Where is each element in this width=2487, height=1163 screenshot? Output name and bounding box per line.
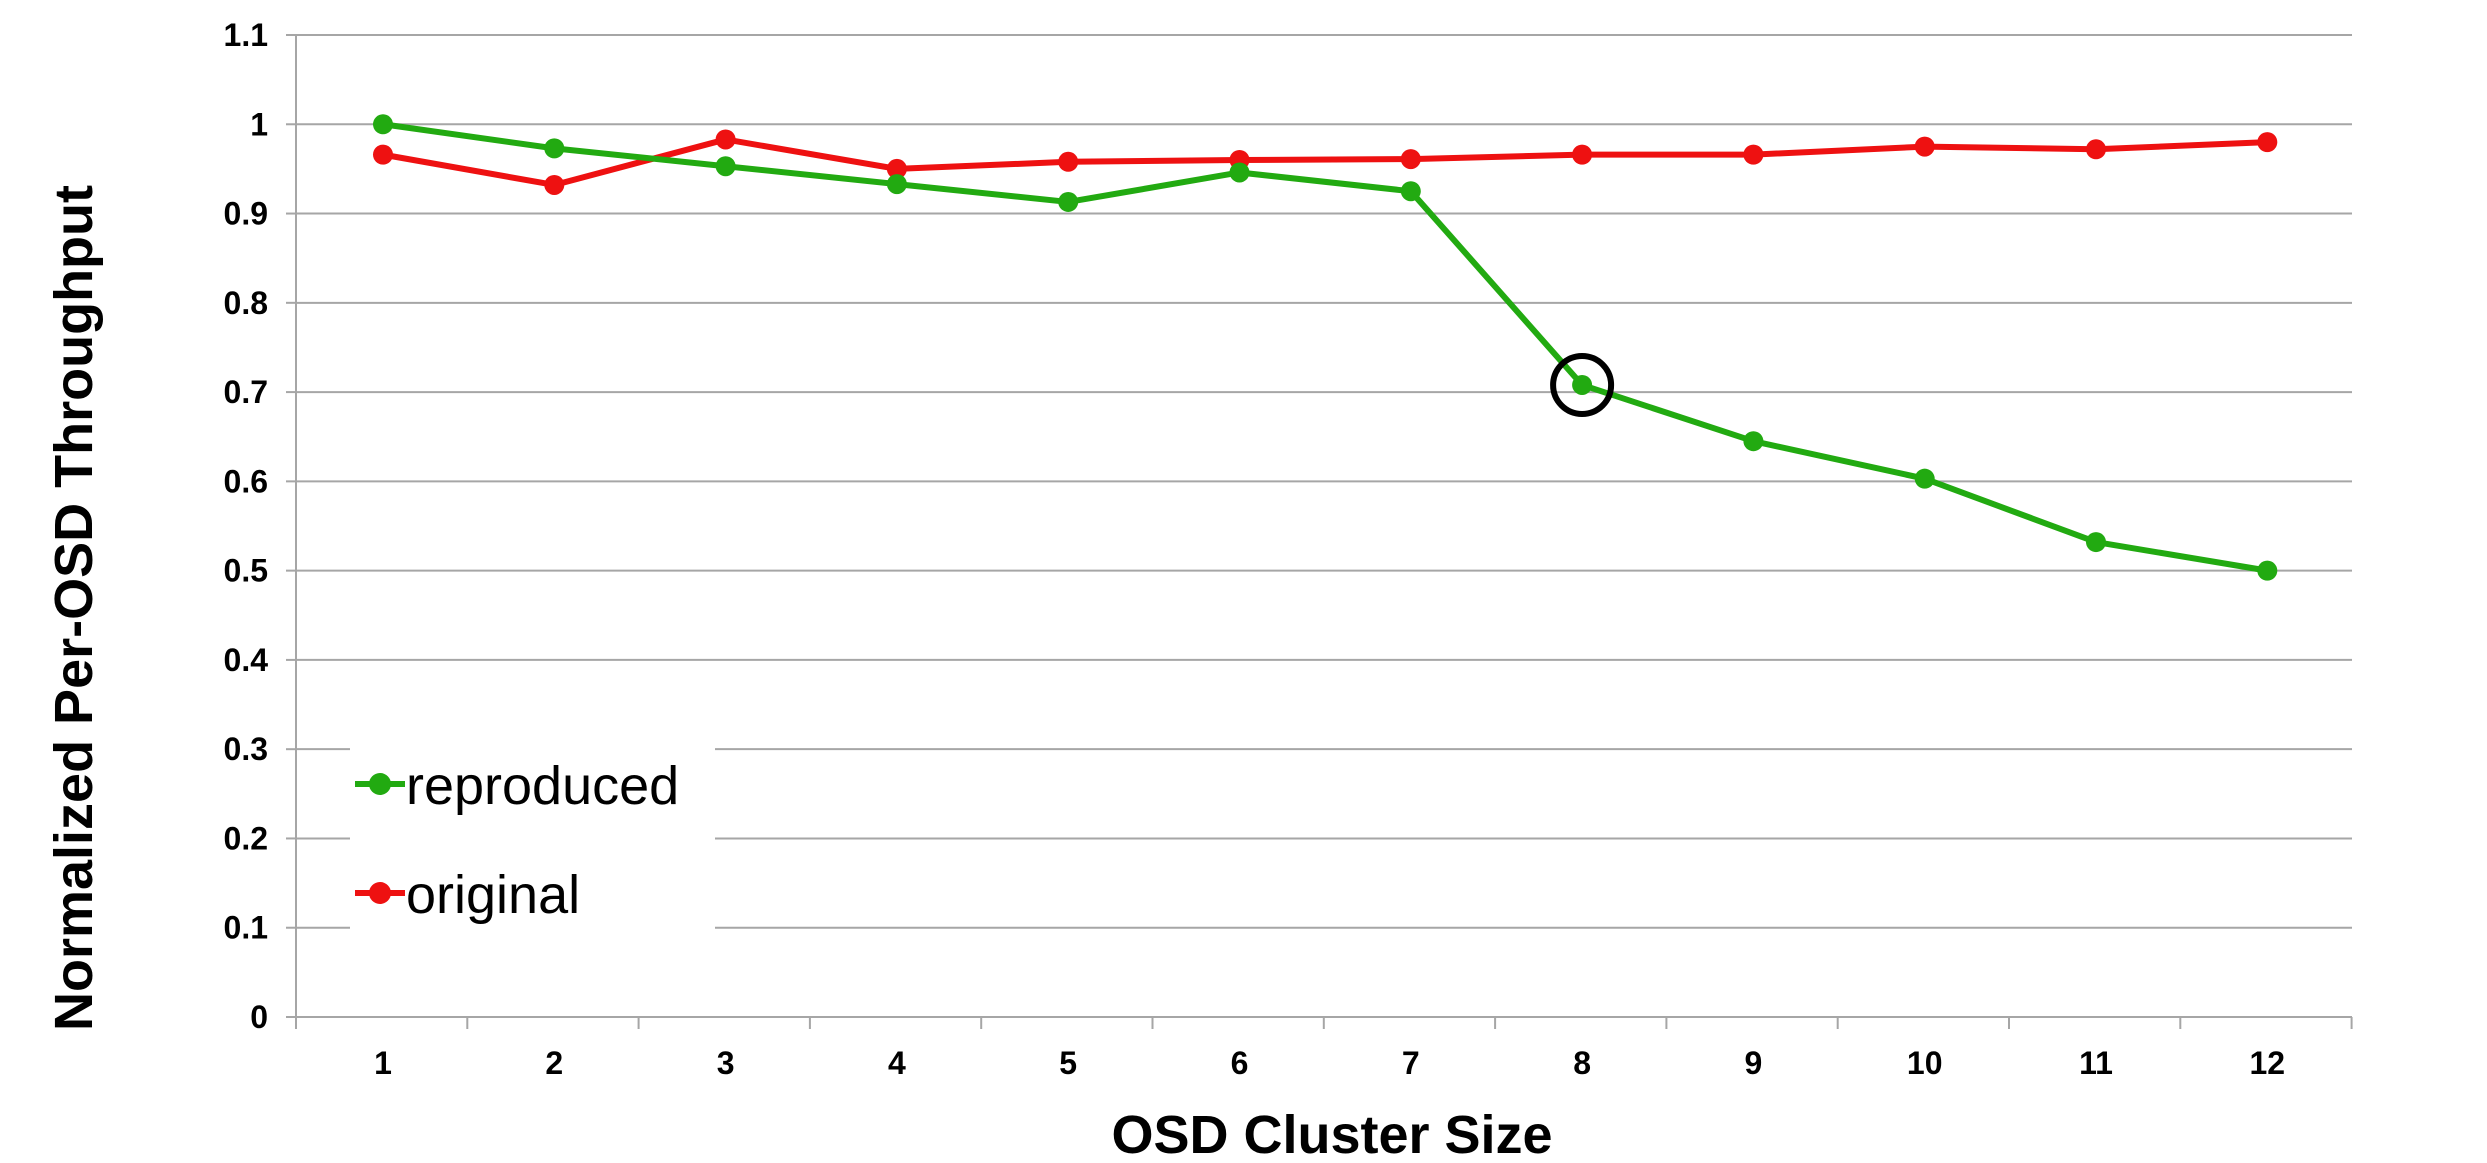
series-layer xyxy=(373,114,2278,581)
y-tick-label: 0.1 xyxy=(224,910,268,946)
x-tick-label: 5 xyxy=(1059,1045,1077,1081)
x-tick-label: 9 xyxy=(1745,1045,1763,1081)
x-tick-labels: 1 2 3 4 5 6 7 8 9 10 11 12 xyxy=(374,1045,2285,1081)
y-tick-label: 0.8 xyxy=(224,285,268,321)
point-original xyxy=(1058,151,1079,172)
point-original xyxy=(1743,144,1764,165)
legend-marker-original xyxy=(369,882,391,904)
point-original xyxy=(1914,136,1935,157)
point-reproduced xyxy=(715,156,736,177)
x-tick-label: 12 xyxy=(2250,1045,2286,1081)
point-original xyxy=(1572,144,1593,165)
y-tick-label: 0.3 xyxy=(224,731,268,767)
legend: reproduced original xyxy=(350,745,715,935)
point-reproduced xyxy=(2257,560,2278,581)
x-tick-label: 1 xyxy=(374,1045,392,1081)
x-tick-label: 4 xyxy=(888,1045,906,1081)
legend-entry-reproduced: reproduced xyxy=(355,756,679,816)
series-line-original xyxy=(382,136,2268,188)
y-tick-label: 0.6 xyxy=(224,463,268,499)
point-reproduced xyxy=(1743,431,1764,452)
y-tick-label: 1 xyxy=(250,106,268,142)
y-tick-labels: 0 0.1 0.2 0.3 0.4 0.5 0.6 0.7 0.8 0.9 1 1.1 xyxy=(224,17,269,1035)
point-original xyxy=(2257,132,2278,153)
point-reproduced xyxy=(1229,162,1250,183)
y-tick-label: 0.5 xyxy=(224,553,268,589)
x-axis-title: OSD Cluster Size xyxy=(1111,1105,1552,1163)
axes xyxy=(286,34,2353,1029)
point-original xyxy=(1400,149,1421,170)
x-tick-label: 6 xyxy=(1231,1045,1249,1081)
x-tick-label: 8 xyxy=(1573,1045,1591,1081)
y-tick-label: 0.7 xyxy=(224,374,268,410)
y-tick-label: 0 xyxy=(250,999,268,1035)
point-original xyxy=(544,174,565,195)
point-reproduced xyxy=(2086,532,2106,553)
x-tick-label: 7 xyxy=(1402,1045,1420,1081)
highlight-circle xyxy=(1550,352,1615,417)
point-reproduced xyxy=(1572,374,1593,395)
y-tick-label: 0.9 xyxy=(224,196,268,232)
legend-label-reproduced: reproduced xyxy=(406,756,679,816)
series-line-reproduced xyxy=(382,121,2268,574)
legend-entry-original: original xyxy=(355,865,580,925)
point-reproduced xyxy=(373,114,393,135)
x-tick-label: 11 xyxy=(2079,1045,2113,1081)
y-tick-label: 0.2 xyxy=(224,820,268,856)
legend-marker-reproduced xyxy=(369,773,391,795)
point-reproduced xyxy=(544,138,565,159)
legend-box xyxy=(350,745,715,935)
point-reproduced xyxy=(886,174,907,195)
annotation-layer xyxy=(1550,352,1615,417)
legend-label-original: original xyxy=(406,865,580,925)
point-reproduced xyxy=(1914,468,1935,489)
y-tick-label: 0.4 xyxy=(224,642,269,678)
point-original xyxy=(2086,139,2106,160)
x-tick-label: 3 xyxy=(717,1045,735,1081)
y-axis-title: Normalized Per-OSD Throughput xyxy=(44,185,104,1031)
point-original xyxy=(373,144,393,165)
y-tick-label: 1.1 xyxy=(224,17,268,53)
point-reproduced xyxy=(1400,181,1421,202)
x-tick-label: 2 xyxy=(545,1045,563,1081)
point-reproduced xyxy=(1058,191,1079,212)
x-tick-label: 10 xyxy=(1907,1045,1943,1081)
point-original xyxy=(886,158,907,179)
point-original xyxy=(715,129,736,150)
